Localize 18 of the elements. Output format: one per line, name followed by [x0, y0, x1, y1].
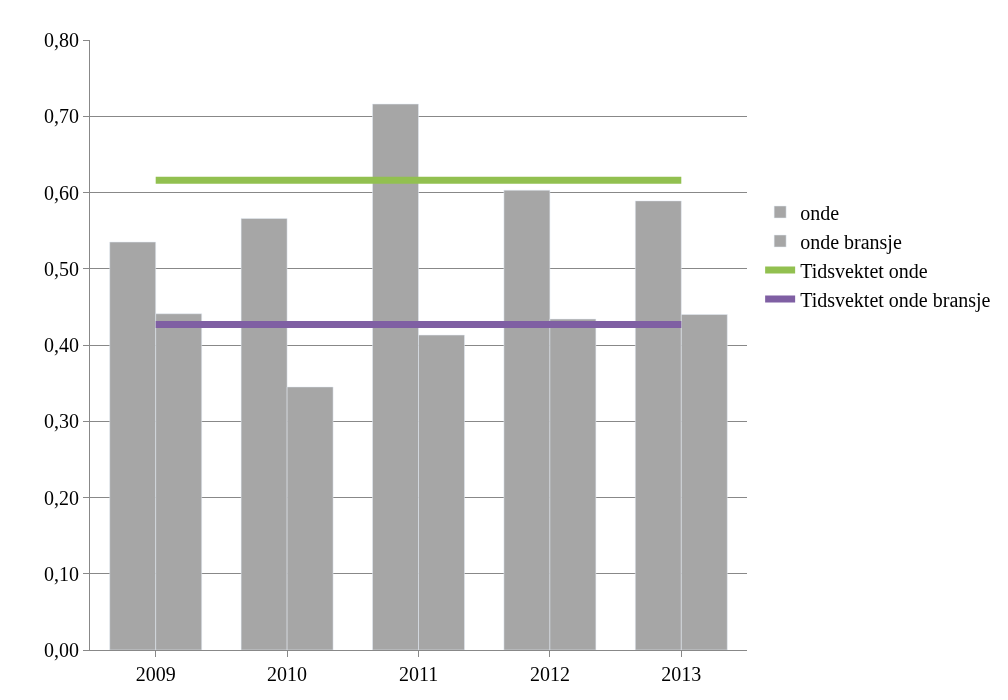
y-tick-label: 0,50 — [44, 257, 79, 280]
y-tick-label: 0,70 — [44, 105, 79, 128]
x-tick-label: 2009 — [135, 663, 176, 685]
y-tick-label: 0,60 — [44, 181, 79, 204]
x-tick-label: 2013 — [661, 663, 702, 685]
x-tick-label: 2011 — [398, 663, 439, 685]
legend-label: Tidsvektet onde bransje — [800, 288, 991, 312]
legend-label: Tidsvektet onde — [800, 259, 928, 282]
y-tick-label: 0,40 — [44, 334, 79, 356]
y-tick-label: 0,20 — [44, 486, 79, 509]
y-tick-label: 0,10 — [44, 562, 79, 585]
legend-label: onde bransje — [800, 230, 902, 254]
y-tick-label: 0,30 — [44, 410, 79, 433]
legend-label: onde — [800, 201, 840, 224]
x-tick-label: 2012 — [529, 663, 570, 685]
y-tick-label: 0,80 — [44, 29, 79, 51]
x-tick-label: 2010 — [267, 663, 308, 685]
y-tick-label: 0,00 — [44, 639, 79, 661]
